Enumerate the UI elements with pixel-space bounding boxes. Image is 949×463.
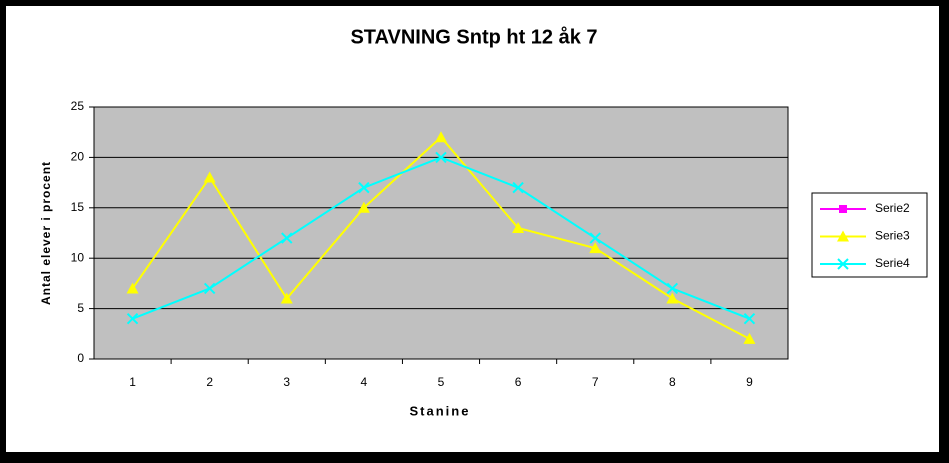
marker	[666, 282, 679, 295]
y-tick-label: 25	[71, 99, 85, 113]
marker	[281, 232, 293, 244]
legend-label: Serie2	[875, 201, 910, 215]
y-tick-label: 5	[77, 301, 84, 315]
x-tick-label: 2	[206, 375, 213, 389]
x-tick-label: 5	[438, 375, 445, 389]
chart-title: STAVNING Sntp ht 12 åk 7	[350, 25, 597, 48]
legend-label: Serie4	[875, 256, 910, 270]
y-tick-label: 15	[71, 200, 85, 214]
x-axis-label: Stanine	[410, 403, 471, 418]
marker	[839, 205, 847, 213]
marker	[837, 230, 849, 242]
marker	[435, 151, 447, 164]
marker	[743, 332, 756, 344]
x-tick-label: 9	[746, 375, 753, 389]
marker	[435, 131, 447, 143]
marker	[589, 242, 602, 254]
marker	[203, 171, 216, 183]
x-tick-label: 8	[669, 375, 676, 389]
marker	[837, 258, 849, 270]
marker	[512, 221, 525, 233]
marker	[126, 282, 139, 294]
x-tick-label: 1	[129, 375, 136, 389]
x-tick-label: 3	[283, 375, 290, 389]
y-tick-label: 20	[71, 150, 85, 164]
marker	[203, 282, 216, 295]
marker	[743, 312, 756, 325]
y-tick-label: 10	[71, 250, 85, 264]
x-tick-label: 6	[515, 375, 522, 389]
marker	[358, 181, 370, 194]
plot-area	[93, 106, 789, 360]
x-tick-label: 7	[592, 375, 599, 389]
marker	[512, 181, 524, 194]
marker	[357, 201, 370, 213]
y-tick-label: 0	[77, 351, 84, 365]
marker	[666, 292, 679, 304]
marker	[280, 292, 293, 304]
legend-label: Serie3	[875, 229, 910, 243]
y-axis-label: Antal elever i procent	[39, 161, 53, 305]
marker	[589, 232, 601, 244]
x-tick-label: 4	[361, 375, 368, 389]
marker	[126, 312, 139, 325]
